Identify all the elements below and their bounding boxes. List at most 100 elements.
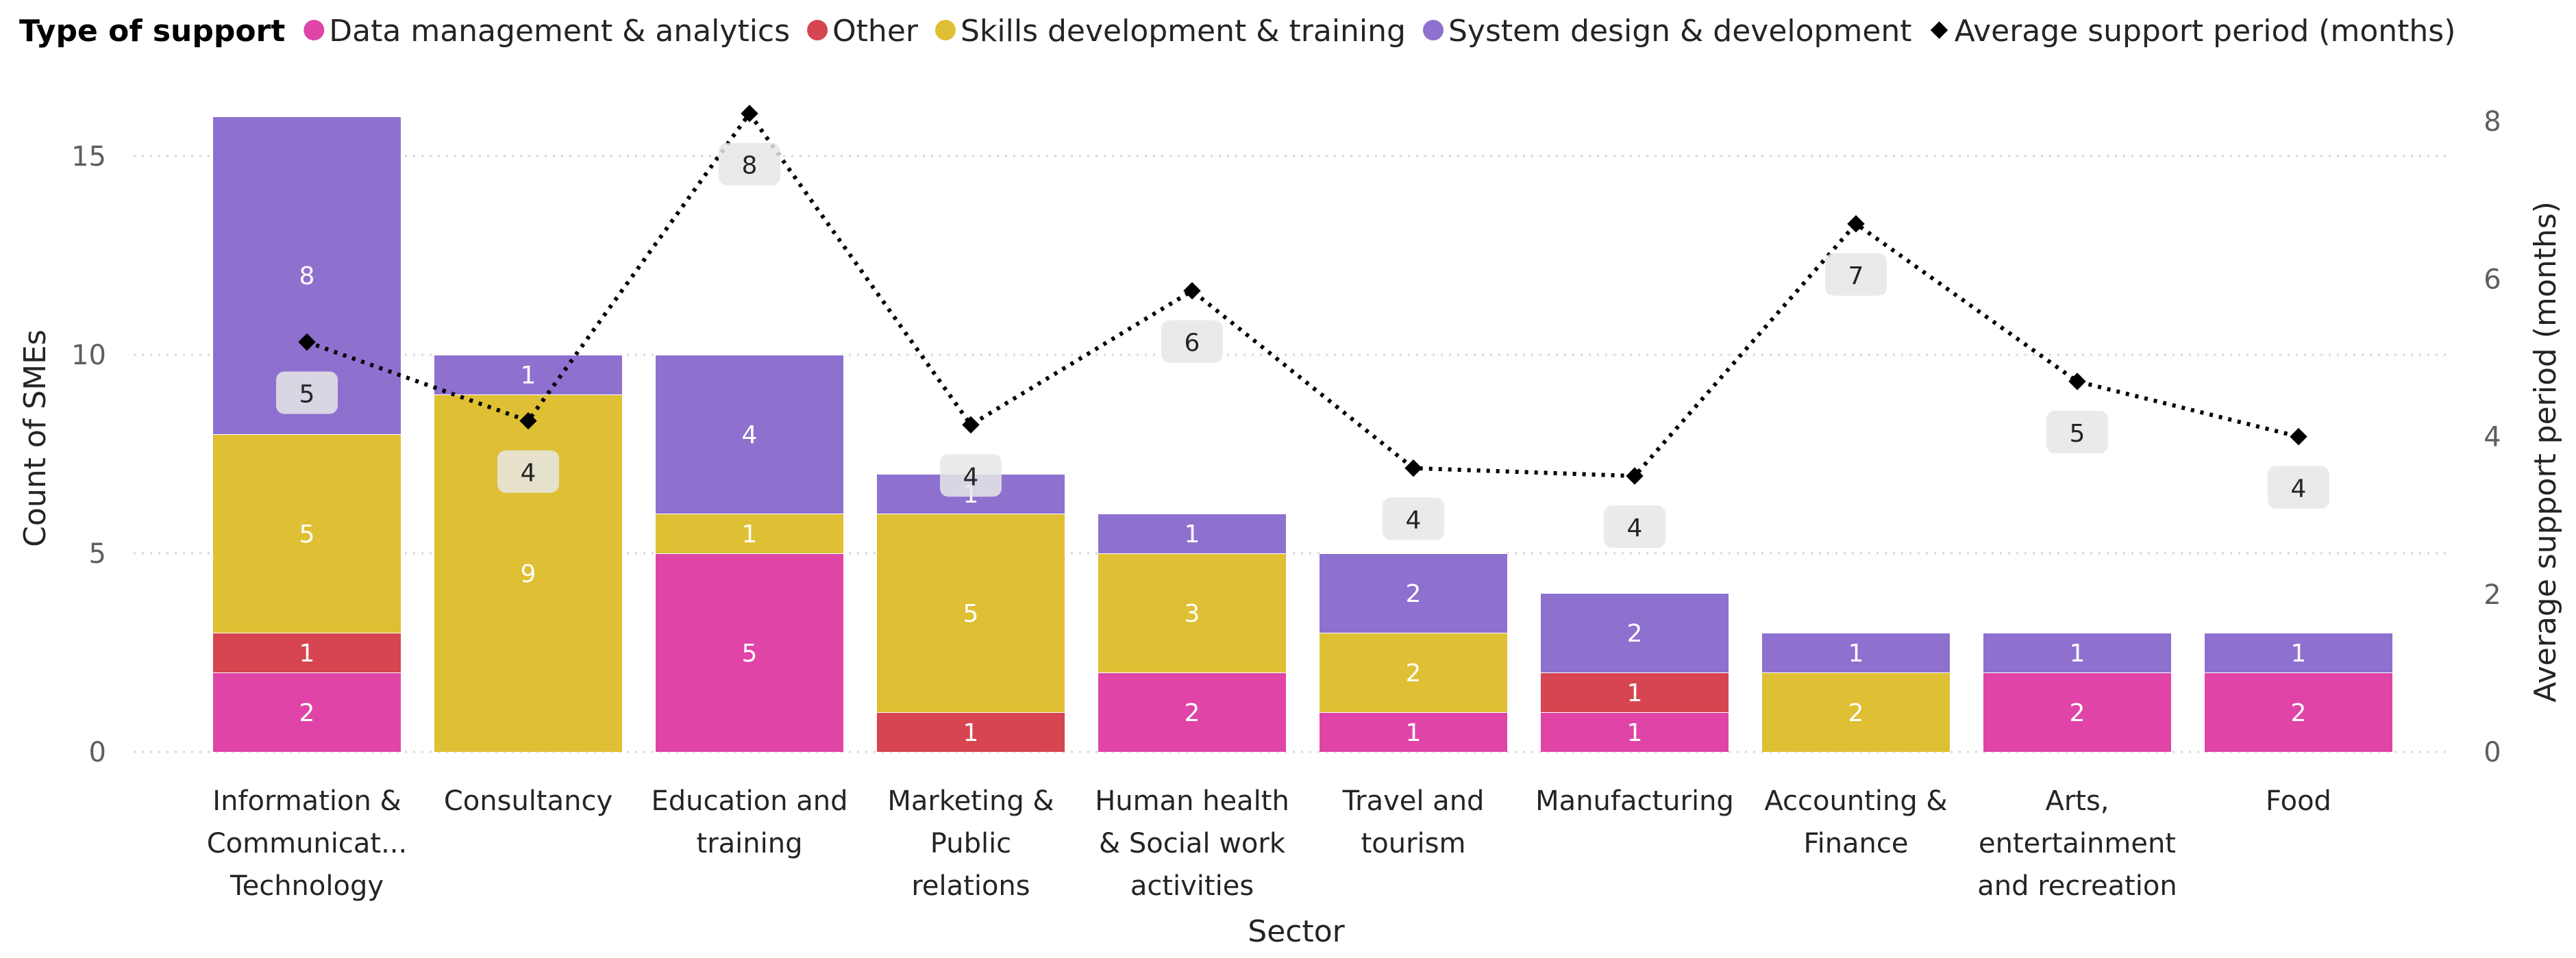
bar-segment[interactable]	[656, 553, 843, 752]
bars: 215891514151231122112212121	[213, 116, 2392, 752]
line-label-bg	[2268, 466, 2329, 509]
y2-tick-label: 0	[2484, 737, 2501, 768]
bar-data-label: 2	[1406, 659, 1422, 688]
bar-segment[interactable]	[1541, 593, 1729, 672]
line-data-label: 4	[963, 463, 979, 491]
x-axis: Information & Communicat... Technology Cons…	[207, 785, 2331, 902]
y-tick-label: 0	[89, 737, 106, 768]
legend-item[interactable]: Data management & analytics	[329, 14, 790, 49]
line-data-label: 4	[1406, 507, 1422, 535]
legend-title: Type of support	[19, 14, 285, 49]
line-data-label: 7	[1848, 262, 1864, 290]
bar-data-label: 2	[1627, 620, 1643, 648]
legend-marker	[934, 20, 956, 40]
bar-data-label: 1	[1627, 679, 1643, 707]
bar-segment[interactable]	[1983, 672, 2171, 752]
line-data-label: 5	[299, 380, 315, 408]
bar-segment[interactable]	[1541, 672, 1729, 712]
y-tick-label: 10	[71, 340, 106, 371]
y2-tick-label: 8	[2484, 106, 2501, 138]
bar-data-label: 3	[1185, 600, 1200, 628]
line-data-label: 4	[521, 459, 536, 488]
line-data-label: 4	[1627, 514, 1643, 542]
line-point[interactable]	[519, 412, 537, 430]
bar-segment[interactable]	[1541, 712, 1729, 752]
bar-data-label: 8	[299, 262, 315, 290]
line-label-bg	[2046, 411, 2108, 454]
legend-marker	[807, 20, 828, 40]
line-point[interactable]	[1183, 281, 1201, 300]
bar-segment[interactable]	[1098, 553, 1286, 672]
bar-data-label: 5	[742, 640, 758, 668]
bar-segment[interactable]	[1098, 514, 1286, 553]
bar-data-label: 1	[1185, 520, 1200, 549]
y-axis-left: 0 5 10 15	[71, 141, 106, 768]
bar-segment[interactable]	[434, 355, 622, 394]
bar-segment[interactable]	[656, 355, 843, 514]
x-category-label: Accounting & Finance	[1764, 785, 1947, 859]
line-point[interactable]	[2290, 427, 2307, 446]
legend-item[interactable]: Skills development & training	[961, 14, 1406, 49]
x-axis-title: Sector	[1248, 914, 1345, 949]
legend-marker	[1422, 20, 1444, 40]
bar-data-label: 5	[299, 520, 315, 549]
line-label-bg	[719, 142, 780, 186]
legend-marker-line	[1930, 21, 1948, 39]
bar-segment[interactable]	[2205, 633, 2392, 672]
bar-segment[interactable]	[877, 712, 1065, 752]
line-data-label: 5	[2070, 420, 2085, 448]
line-point[interactable]	[1404, 459, 1422, 477]
bar-data-label: 2	[299, 699, 315, 727]
line-label-bg	[940, 454, 1002, 497]
bar-segment[interactable]	[1762, 633, 1950, 672]
legend-marker	[304, 20, 325, 40]
bar-segment[interactable]	[213, 633, 401, 672]
bar-data-label: 1	[1627, 719, 1643, 747]
line-label-bg	[1825, 253, 1887, 296]
bar-data-label: 9	[521, 560, 536, 588]
y2-tick-label: 4	[2484, 422, 2501, 453]
legend-item[interactable]: Average support period (months)	[1955, 14, 2456, 49]
y2-tick-label: 6	[2484, 264, 2501, 295]
bar-segment[interactable]	[2205, 672, 2392, 752]
line-label-bg	[276, 371, 338, 414]
bar-data-label: 1	[2070, 640, 2085, 668]
line-label-bg	[1604, 505, 1665, 549]
bar-segment[interactable]	[656, 514, 843, 553]
bar-segment[interactable]	[1762, 672, 1950, 752]
bar-data-label: 1	[1848, 640, 1864, 668]
average-line: 5 4 8 4 6 4 4 7 5 4	[276, 104, 2329, 549]
bar-data-label: 5	[963, 600, 979, 628]
legend-item[interactable]: Other	[832, 14, 919, 49]
bar-data-label: 1	[521, 362, 536, 390]
line-data-label: 8	[742, 152, 758, 180]
x-category-label: Consultancy	[444, 785, 612, 817]
line-point[interactable]	[1626, 467, 1644, 485]
bar-segment[interactable]	[213, 434, 401, 633]
line-point[interactable]	[2068, 373, 2086, 390]
bar-data-label: 2	[2291, 699, 2307, 727]
y-axis-title: Count of SMEs	[18, 329, 53, 547]
bar-segment[interactable]	[1983, 633, 2171, 672]
legend: Type of support Data management & analyt…	[19, 14, 2455, 49]
x-category-label: Food	[2266, 785, 2331, 817]
line-point[interactable]	[962, 416, 980, 434]
bar-data-label: 1	[1406, 719, 1422, 747]
bar-segment[interactable]	[1098, 672, 1286, 752]
x-category-label: Marketing & Public relations	[887, 785, 1054, 902]
x-category-label: Education and training	[651, 785, 847, 859]
bar-segment[interactable]	[1320, 553, 1507, 633]
line-point[interactable]	[298, 333, 316, 351]
line-label-bg	[1383, 497, 1444, 540]
legend-item[interactable]: System design & development	[1448, 14, 1912, 49]
bar-data-label: 4	[742, 421, 758, 449]
line-label-bg	[497, 450, 559, 493]
bar-segment[interactable]	[213, 672, 401, 752]
bar-segment[interactable]	[1320, 633, 1507, 712]
x-category-label: Human health & Social work activities	[1095, 785, 1289, 902]
bar-segment[interactable]	[877, 514, 1065, 712]
x-category-label: Arts, entertainment and recreation	[1977, 785, 2177, 902]
bar-data-label: 1	[963, 719, 979, 747]
bar-segment[interactable]	[1320, 712, 1507, 752]
